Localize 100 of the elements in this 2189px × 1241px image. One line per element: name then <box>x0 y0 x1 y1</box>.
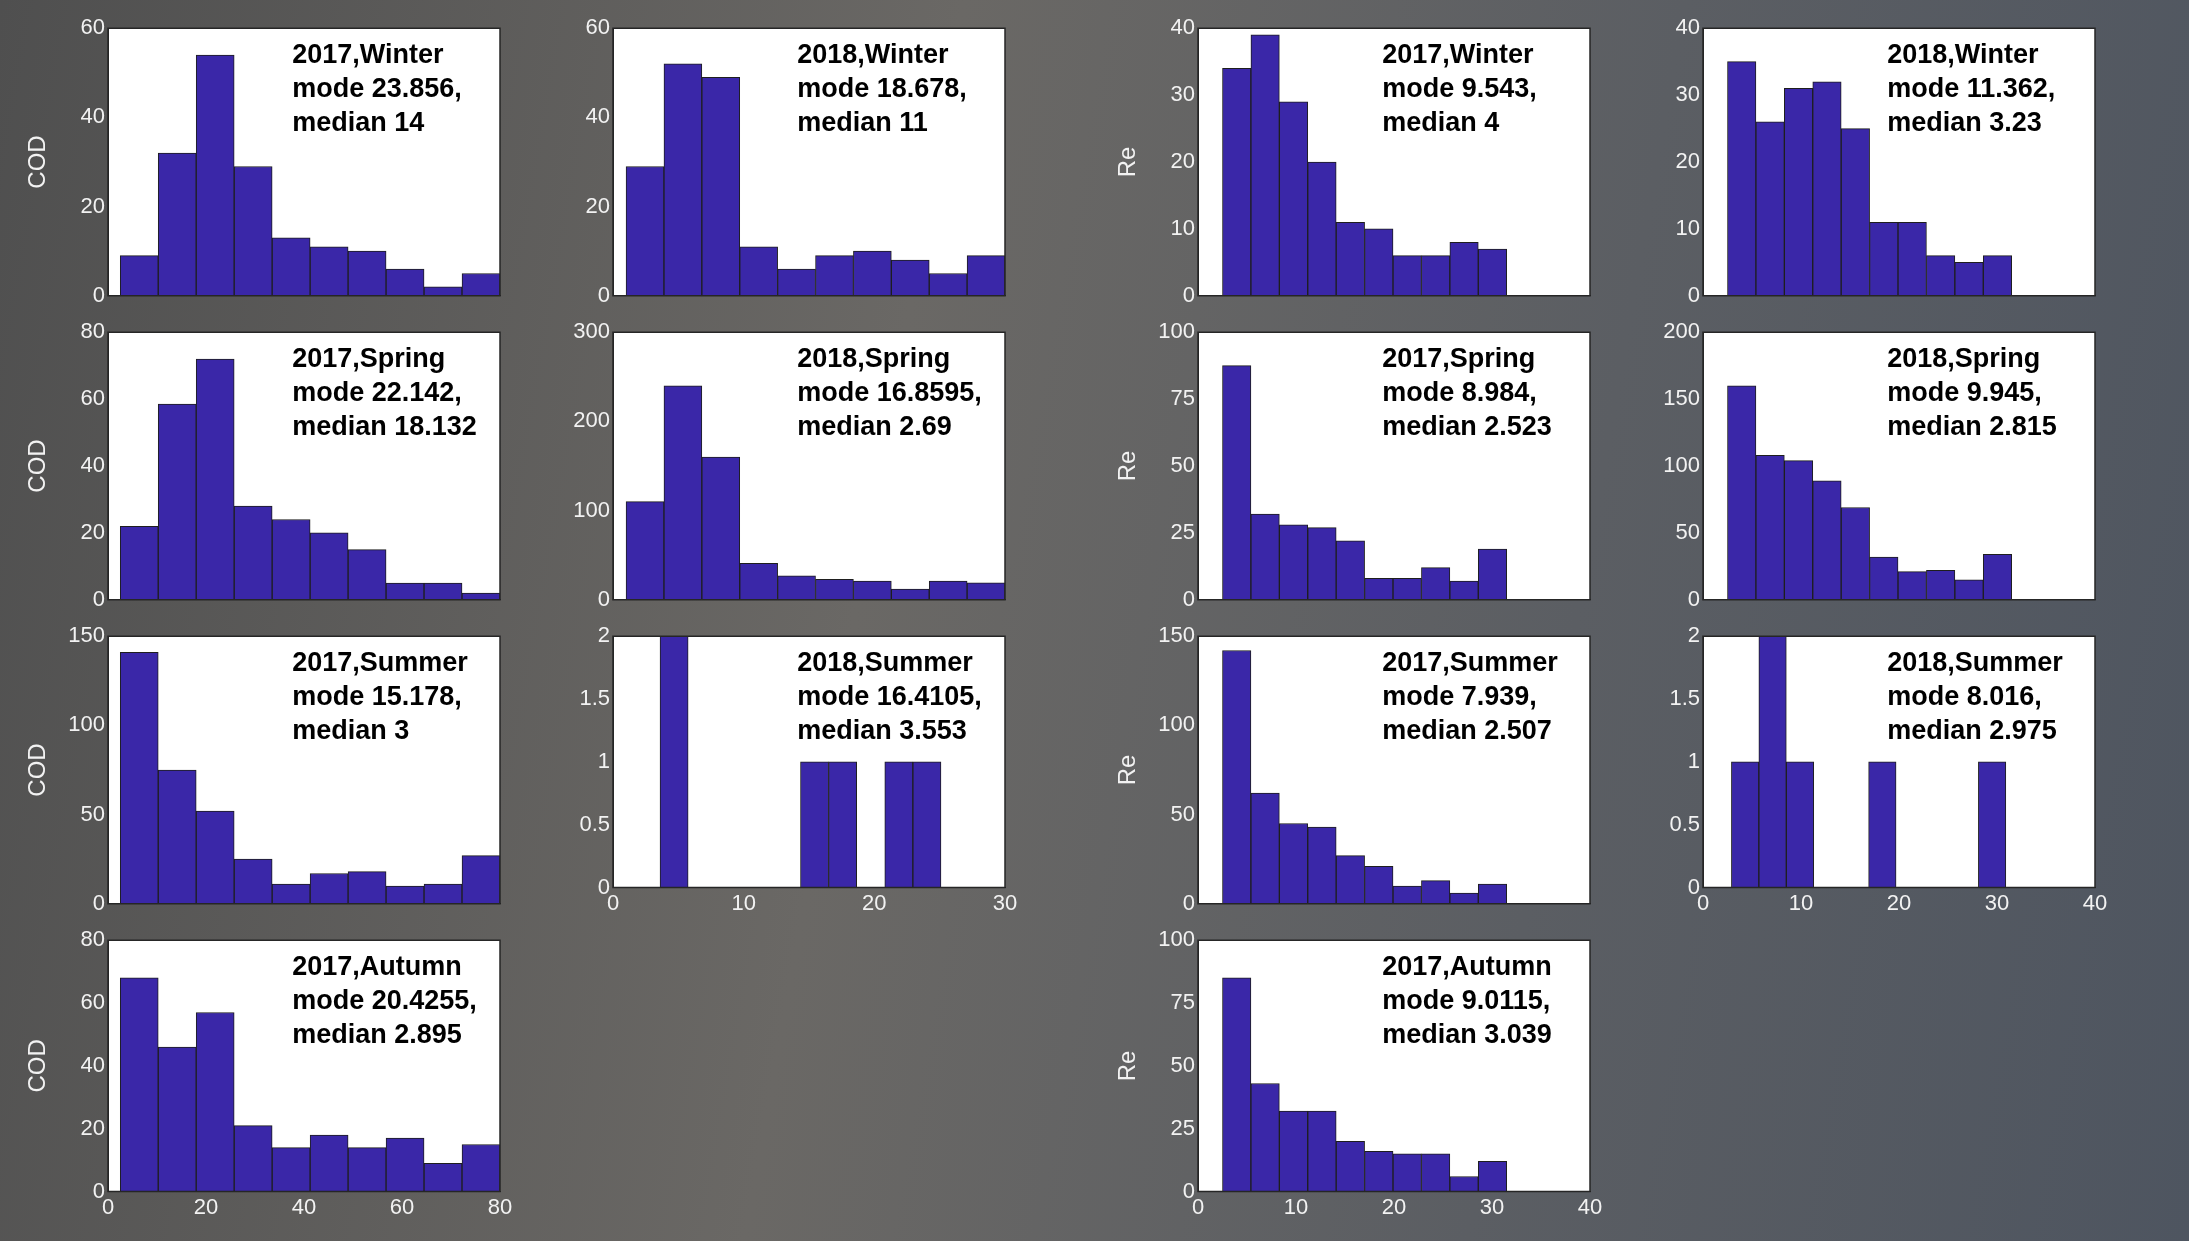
annotation: mode 23.856, <box>292 73 462 104</box>
x-tick-label: 20 <box>193 1193 219 1219</box>
y-tick-label: 0 <box>1687 281 1700 307</box>
y-axis-title: Re <box>1113 450 1141 482</box>
annotation: mode 7.939, <box>1382 681 1537 712</box>
y-tick-label: 20 <box>80 192 105 218</box>
x-tick-label: 30 <box>1984 889 2010 915</box>
y-tick-label: 60 <box>80 14 105 40</box>
y-tick-label: 0 <box>1182 585 1195 611</box>
annotation: 2017,Winter <box>1382 39 1535 70</box>
annotation: median 3.23 <box>1887 107 2042 138</box>
annotation: median 11 <box>797 107 928 138</box>
annotation: median 14 <box>292 107 425 138</box>
annotation: median 2.69 <box>797 411 952 442</box>
y-tick-label: 2 <box>597 622 610 648</box>
y-tick-label: 40 <box>80 103 105 129</box>
annotation: 2018,Summer <box>797 647 974 678</box>
y-tick-label: 0.5 <box>579 810 610 836</box>
x-tick-label: 10 <box>1788 889 1814 915</box>
y-tick-label: 20 <box>80 518 105 544</box>
annotation: mode 16.4105, <box>797 681 982 712</box>
y-tick-label: 1.5 <box>1669 685 1700 711</box>
y-tick-label: 40 <box>80 452 105 478</box>
y-tick-label: 1 <box>1687 747 1700 773</box>
y-tick-label: 20 <box>585 192 610 218</box>
annotation: mode 8.984, <box>1382 377 1537 408</box>
annotation: mode 16.8595, <box>797 377 982 408</box>
y-tick-label: 0 <box>1687 585 1700 611</box>
y-tick-label: 50 <box>1170 452 1195 478</box>
y-tick-label: 10 <box>1170 214 1195 240</box>
y-tick-label: 100 <box>1663 452 1700 478</box>
y-tick-label: 1.5 <box>579 685 610 711</box>
y-tick-label: 40 <box>1675 14 1700 40</box>
annotation: median 4 <box>1382 107 1500 138</box>
annotation: 2017,Spring <box>292 343 446 374</box>
y-axis-title: COD <box>23 439 51 493</box>
annotation: mode 20.4255, <box>292 985 477 1016</box>
x-tick-label: 40 <box>1577 1193 1603 1219</box>
x-tick-label: 10 <box>1283 1193 1309 1219</box>
y-axis-title: COD <box>23 743 51 797</box>
y-tick-label: 60 <box>80 385 105 411</box>
y-tick-label: 200 <box>573 407 610 433</box>
annotation: mode 22.142, <box>292 377 462 408</box>
x-tick-label: 20 <box>1381 1193 1407 1219</box>
y-tick-label: 10 <box>1675 214 1700 240</box>
y-axis-title: COD <box>23 1039 51 1093</box>
y-tick-label: 0 <box>92 585 105 611</box>
y-tick-label: 1 <box>597 747 610 773</box>
y-tick-label: 150 <box>1158 622 1195 648</box>
annotation: 2017,Spring <box>1382 343 1536 374</box>
annotation: 2017,Summer <box>1382 647 1559 678</box>
y-tick-label: 40 <box>1170 14 1195 40</box>
y-tick-label: 0 <box>597 585 610 611</box>
y-tick-label: 40 <box>80 1051 105 1077</box>
y-tick-label: 80 <box>80 926 105 952</box>
annotation: mode 15.178, <box>292 681 462 712</box>
x-tick-label: 60 <box>389 1193 415 1219</box>
x-tick-label: 40 <box>291 1193 317 1219</box>
y-tick-label: 30 <box>1675 81 1700 107</box>
annotation: mode 9.945, <box>1887 377 2042 408</box>
annotation: mode 9.0115, <box>1382 985 1551 1016</box>
y-tick-label: 75 <box>1170 989 1195 1015</box>
x-tick-label: 30 <box>992 889 1018 915</box>
y-tick-label: 25 <box>1170 518 1195 544</box>
y-tick-label: 150 <box>68 622 105 648</box>
y-tick-label: 100 <box>68 711 105 737</box>
y-tick-label: 0.5 <box>1669 810 1700 836</box>
annotation: mode 8.016, <box>1887 681 2042 712</box>
annotation: 2018,Winter <box>797 39 950 70</box>
y-tick-label: 50 <box>1170 800 1195 826</box>
y-tick-label: 50 <box>80 800 105 826</box>
y-tick-label: 75 <box>1170 385 1195 411</box>
annotation: median 3.553 <box>797 715 967 746</box>
x-tick-label: 40 <box>2082 889 2108 915</box>
annotation: 2018,Summer <box>1887 647 2064 678</box>
annotation: median 18.132 <box>292 411 477 442</box>
annotation: median 3 <box>292 715 410 746</box>
y-tick-label: 30 <box>1170 81 1195 107</box>
annotation: 2017,Winter <box>292 39 445 70</box>
y-tick-label: 100 <box>1158 318 1195 344</box>
y-tick-label: 80 <box>80 318 105 344</box>
y-tick-label: 40 <box>585 103 610 129</box>
annotation: 2017,Summer <box>292 647 469 678</box>
annotation: median 2.895 <box>292 1019 462 1050</box>
annotation: median 3.039 <box>1382 1019 1552 1050</box>
annotation: median 2.815 <box>1887 411 2057 442</box>
y-tick-label: 20 <box>1170 148 1195 174</box>
annotation: median 2.523 <box>1382 411 1552 442</box>
annotation: mode 9.543, <box>1382 73 1537 104</box>
x-tick-label: 20 <box>862 889 887 915</box>
y-tick-label: 200 <box>1663 318 1700 344</box>
y-tick-label: 20 <box>80 1114 105 1140</box>
annotation: 2018,Winter <box>1887 39 2040 70</box>
annotation: mode 11.362, <box>1887 73 2056 104</box>
y-axis-title: Re <box>1113 146 1141 178</box>
y-tick-label: 60 <box>585 14 610 40</box>
y-tick-label: 0 <box>1182 281 1195 307</box>
annotation: median 2.975 <box>1887 715 2057 746</box>
y-tick-label: 100 <box>1158 711 1195 737</box>
annotation: 2017,Autumn <box>292 951 462 982</box>
